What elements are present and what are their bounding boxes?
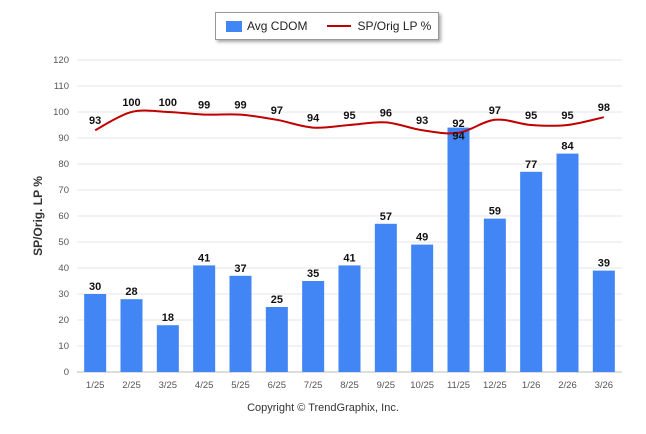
x-tick-label: 2/25 [122,380,141,391]
y-tick-label: 70 [58,185,69,196]
copyright-text: Copyright © TrendGraphix, Inc. [247,402,399,414]
line-value-label: 97 [271,105,283,117]
x-tick-label: 1/26 [522,380,541,391]
bar-value-label: 49 [416,232,428,244]
line-value-label: 98 [598,102,610,114]
bar-1-25 [84,294,107,372]
x-tick-label: 12/25 [483,380,507,391]
bar-1-26 [520,171,543,372]
x-tick-label: 3/26 [595,380,614,391]
y-tick-label: 100 [53,107,69,118]
bar-value-label: 28 [125,286,137,298]
legend: Avg CDOM SP/Orig LP % [215,12,439,40]
y-tick-label: 0 [64,367,69,378]
bar-value-label: 25 [271,294,283,306]
line-value-label: 96 [380,107,392,119]
line-value-label: 99 [198,100,210,112]
bar-value-label: 57 [380,211,392,223]
bar-value-label: 39 [598,258,610,270]
bar-2-26 [556,153,579,372]
bar-value-label: 30 [89,281,101,293]
y-axis-title: SP/Orig. LP % [31,176,45,256]
bar-value-label: 94 [452,131,465,143]
x-tick-label: 1/25 [86,380,105,391]
line-value-label: 95 [525,110,537,122]
bar-value-label: 84 [561,141,574,153]
x-tick-label: 6/25 [268,380,287,391]
line-value-label: 99 [234,100,246,112]
bar-value-label: 35 [307,268,319,280]
line-value-label: 97 [489,105,501,117]
x-tick-label: 8/25 [340,380,359,391]
y-tick-label: 110 [54,81,69,92]
bar-5-25 [229,275,252,372]
y-tick-label: 40 [58,263,69,274]
line-value-label: 100 [159,97,177,109]
bar-value-label: 59 [489,206,501,218]
legend-line-label: SP/Orig LP % [357,19,432,33]
x-tick-label: 9/25 [377,380,396,391]
line-value-label: 95 [561,110,573,122]
legend-item-sp-orig-lp[interactable]: SP/Orig LP % [327,19,431,33]
bar-value-label: 37 [234,263,246,275]
bar-value-label: 41 [198,252,210,264]
line-value-label: 95 [343,110,355,122]
bar-10-25 [411,244,434,372]
bar-3-25 [156,325,179,372]
legend-bar-swatch [226,20,242,32]
bar-value-label: 77 [525,159,537,171]
line-value-label: 94 [307,113,320,125]
bar-4-25 [193,265,216,372]
bar-12-25 [483,218,506,372]
line-value-label: 100 [122,97,140,109]
x-tick-label: 4/25 [195,380,214,391]
x-tick-label: 7/25 [304,380,323,391]
line-value-label: 93 [416,115,428,127]
x-tick-label: 2/26 [558,380,577,391]
line-value-label: 92 [452,118,464,130]
y-tick-label: 30 [58,289,69,300]
y-tick-label: 10 [58,341,69,352]
y-tick-label: 120 [53,55,69,66]
bar-11-25 [447,127,470,372]
legend-item-avg-cdom[interactable]: Avg CDOM [226,19,307,33]
bar-7-25 [302,281,325,372]
x-tick-label: 10/25 [410,380,434,391]
bar-3-26 [592,270,615,372]
bar-value-label: 18 [162,312,174,324]
y-tick-label: 90 [58,133,69,144]
legend-bar-label: Avg CDOM [247,19,308,33]
x-tick-label: 3/25 [159,380,178,391]
x-tick-label: 11/25 [447,380,470,391]
y-tick-label: 60 [58,211,69,222]
sp-orig-lp-line [94,109,605,135]
y-tick-label: 50 [58,237,69,248]
bar-value-label: 41 [343,252,355,264]
bar-9-25 [374,223,397,372]
x-tick-label: 5/25 [231,380,250,391]
legend-line-swatch [327,25,352,27]
bar-8-25 [338,265,361,372]
line-value-label: 93 [89,115,101,127]
bar-2-25 [120,299,143,372]
y-tick-label: 20 [58,315,69,326]
y-tick-label: 80 [58,159,69,170]
bar-6-25 [265,307,288,372]
